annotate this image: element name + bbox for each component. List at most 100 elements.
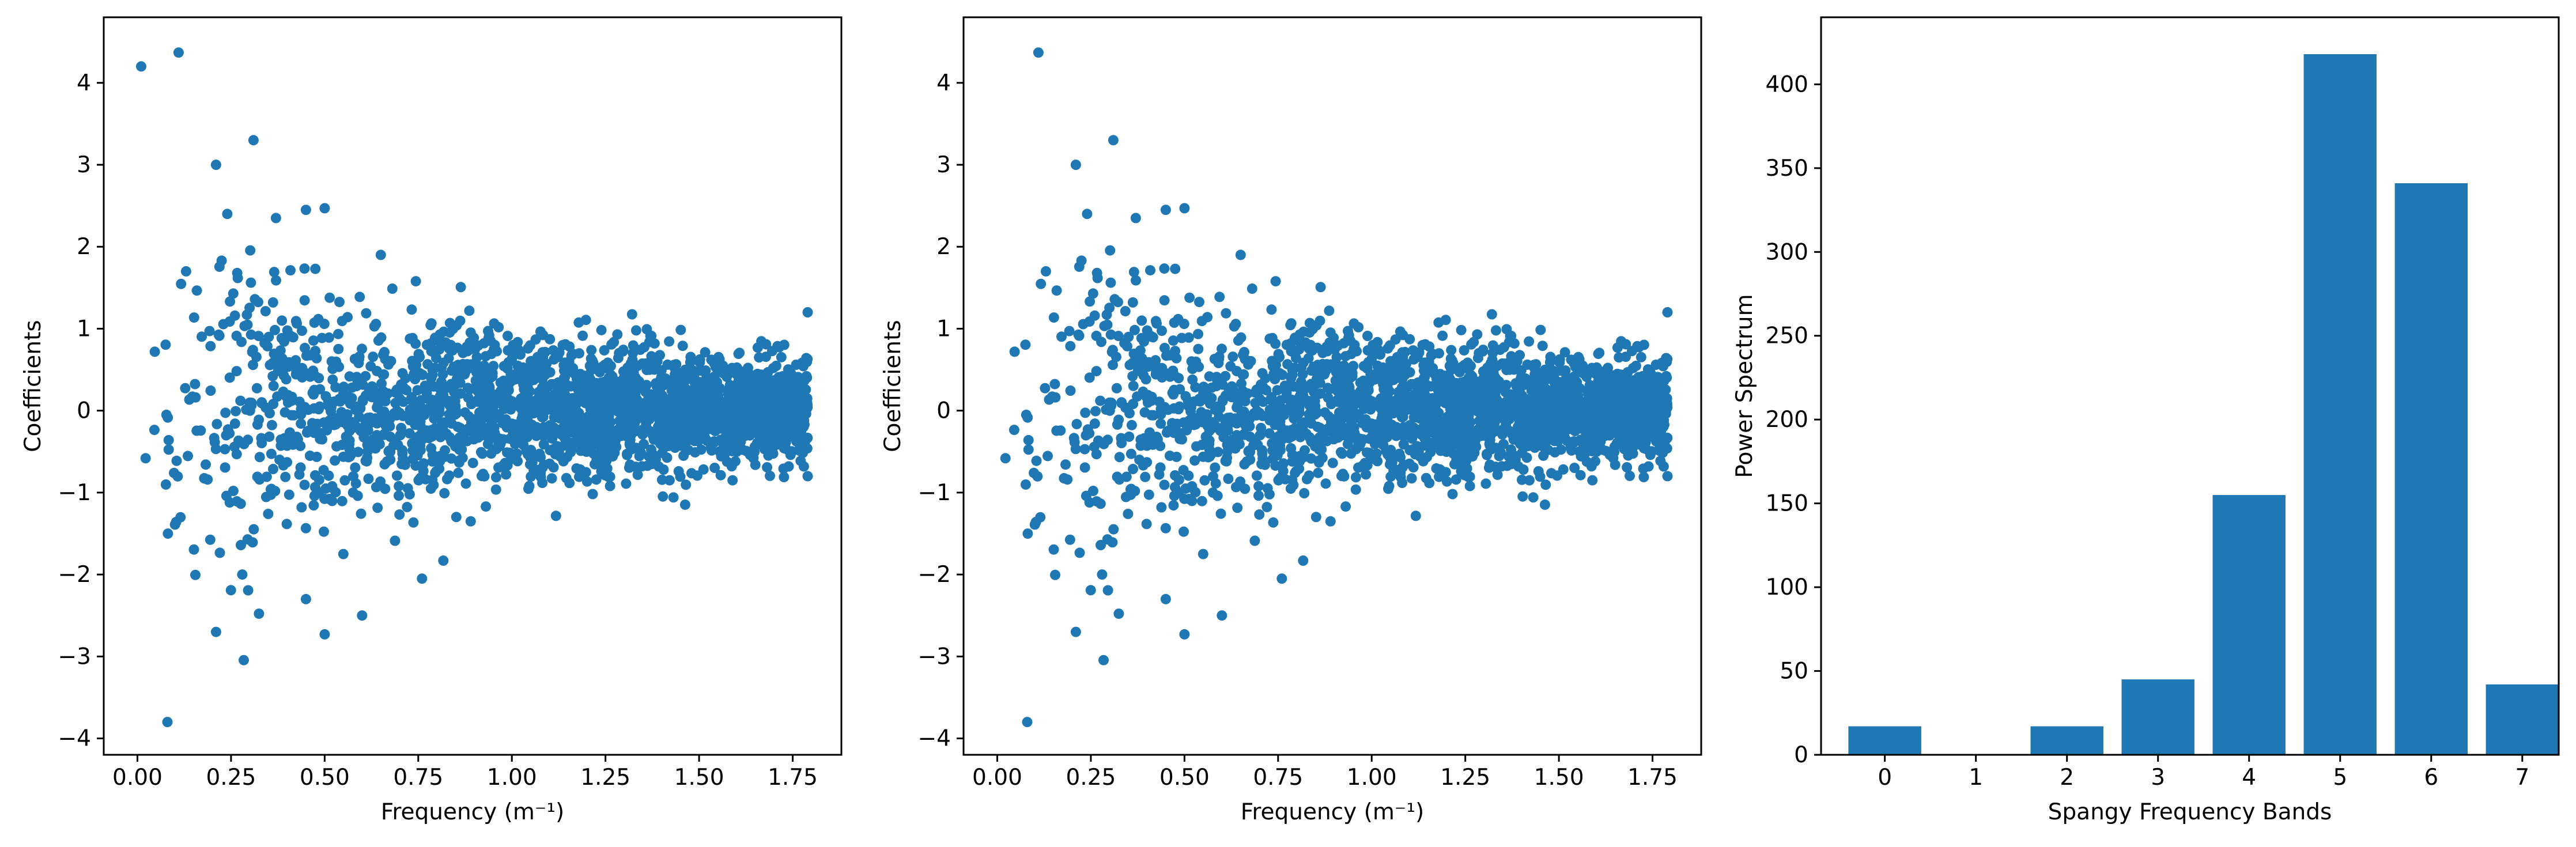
scatter-point	[762, 462, 773, 472]
scatter-point	[486, 349, 497, 360]
scatter-point	[1655, 421, 1665, 432]
scatter-point	[281, 519, 292, 530]
scatter-point	[1630, 361, 1641, 371]
scatter-point	[1392, 351, 1403, 362]
scatter-point	[781, 385, 792, 396]
scatter-point	[1285, 320, 1296, 331]
scatter-point	[363, 419, 374, 430]
scatter-point	[172, 471, 183, 482]
axes-frame	[1820, 16, 2560, 756]
scatter-point	[1374, 402, 1385, 413]
scatter-point	[1536, 406, 1547, 417]
scatter-points	[1000, 47, 1673, 728]
scatter-point	[360, 455, 371, 466]
scatter-point	[603, 372, 614, 383]
scatter-point	[605, 481, 615, 491]
scatter-point	[211, 419, 222, 429]
scatter-point	[1286, 394, 1297, 405]
scatter-point	[1601, 422, 1612, 433]
scatter-point	[292, 434, 303, 445]
scatter-point	[1552, 470, 1562, 481]
scatter-point	[1233, 335, 1244, 346]
scatter-point	[499, 393, 509, 404]
scatter-point	[1621, 391, 1631, 402]
scatter-point	[430, 423, 441, 434]
scatter-point	[251, 383, 262, 394]
scatter-point	[568, 349, 579, 360]
y-tick-label: −2	[918, 562, 951, 588]
scatter-point	[445, 339, 456, 350]
scatter-point	[547, 433, 558, 444]
scatter-point	[719, 449, 730, 460]
scatter-point	[1645, 367, 1656, 378]
scatter-point	[369, 385, 380, 396]
scatter-point	[1276, 434, 1287, 445]
scatter-point	[650, 430, 661, 441]
scatter-point	[1601, 396, 1612, 407]
scatter-point	[1160, 205, 1171, 215]
scatter-point	[394, 509, 405, 520]
scatter-point	[503, 384, 514, 395]
x-tick-label: 0.75	[393, 765, 443, 791]
scatter-point	[1346, 388, 1356, 399]
scatter-point	[1227, 351, 1238, 362]
scatter-point	[418, 458, 429, 469]
scatter-point	[707, 445, 717, 456]
bar-7	[2486, 684, 2559, 755]
scatter-point	[233, 435, 244, 446]
scatter-point	[1551, 366, 1561, 377]
scatter-point	[442, 395, 453, 406]
scatter-point	[1384, 340, 1395, 351]
scatter-point	[1568, 407, 1579, 418]
scatter-point	[1504, 414, 1514, 425]
x-tick-label: 0.00	[972, 765, 1022, 791]
scatter-point	[602, 463, 613, 474]
scatter-point	[1638, 339, 1649, 350]
scatter-point	[1202, 431, 1212, 442]
scatter-point	[1597, 368, 1607, 379]
scatter-point	[333, 343, 344, 354]
x-tick-label: 3	[2151, 765, 2165, 791]
scatter-point	[460, 478, 471, 489]
scatter-point	[1300, 445, 1310, 456]
scatter-point	[1220, 455, 1231, 466]
scatter-point	[1232, 415, 1242, 426]
scatter-point	[636, 461, 647, 472]
scatter-point	[671, 359, 682, 370]
scatter-point	[428, 346, 439, 357]
scatter-point	[1372, 423, 1383, 434]
scatter-point	[1359, 393, 1369, 404]
scatter-point	[718, 368, 729, 379]
scatter-point	[503, 331, 513, 341]
scatter-point	[1299, 488, 1310, 498]
scatter-point	[314, 401, 325, 412]
scatter-point	[1208, 471, 1218, 482]
scatter-point	[512, 423, 523, 434]
x-tick-label: 0.50	[1159, 765, 1210, 791]
scatter-point	[594, 366, 605, 377]
scatter-point	[1338, 468, 1349, 479]
scatter-point	[1128, 464, 1138, 474]
scatter-point	[327, 496, 338, 506]
scatter-point	[1290, 423, 1301, 434]
scatter-point	[315, 433, 326, 444]
scatter-point	[1140, 374, 1151, 385]
scatter-point	[1306, 365, 1317, 376]
scatter-point	[1603, 384, 1614, 395]
scatter-point	[478, 468, 489, 479]
scatter-point	[1638, 472, 1649, 482]
scatter-point	[537, 478, 548, 488]
scatter-point	[390, 535, 401, 546]
scatter-point	[724, 432, 735, 443]
scatter-point	[1531, 432, 1542, 443]
bar-0	[1848, 726, 1921, 755]
scatter-point	[1427, 363, 1438, 373]
scatter-point	[471, 351, 482, 362]
scatter-point	[515, 402, 526, 413]
scatter-point	[1465, 447, 1476, 457]
x-tick-label: 1.00	[487, 765, 537, 791]
scatter-point	[1397, 478, 1408, 488]
y-tick-label: −3	[58, 644, 92, 670]
scatter-point	[1591, 399, 1601, 410]
scatter-point	[1288, 479, 1299, 490]
